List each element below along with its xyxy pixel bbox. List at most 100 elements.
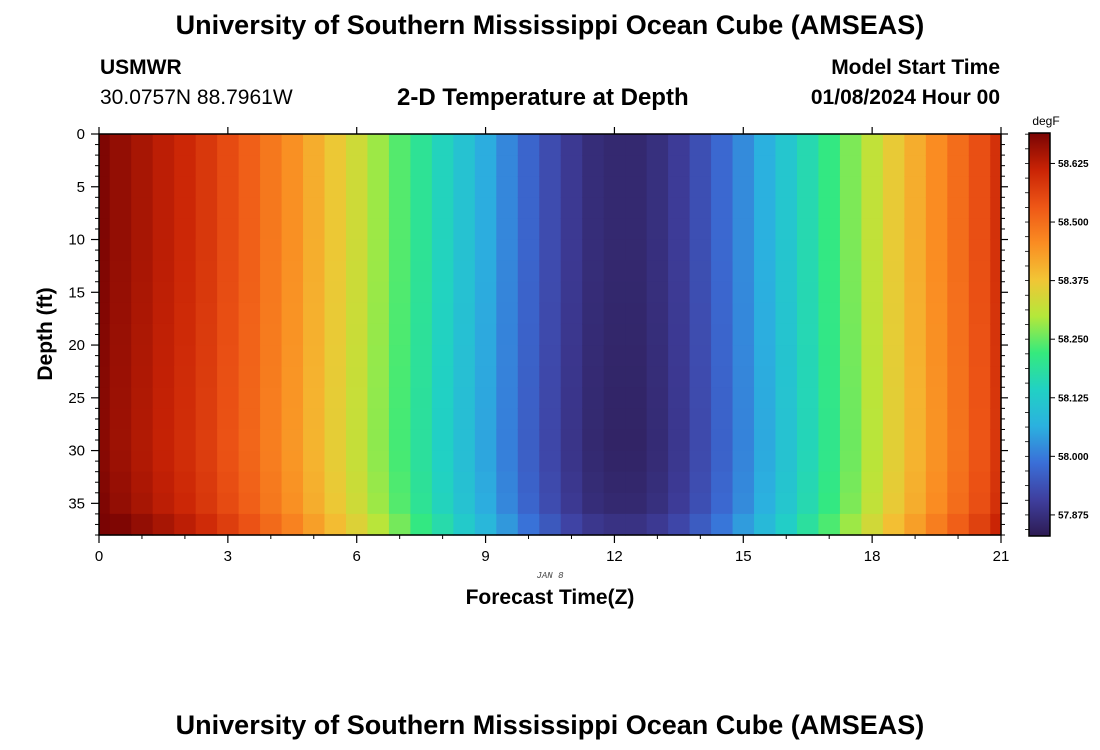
- heatmap-cell: [195, 366, 218, 388]
- heatmap-cell: [99, 281, 111, 304]
- heatmap-cell: [582, 155, 605, 177]
- heatmap-cell: [732, 345, 755, 367]
- heatmap-cell: [603, 239, 626, 262]
- heatmap-cell: [904, 302, 927, 325]
- heatmap-cell: [303, 302, 326, 325]
- heatmap-cell: [367, 366, 390, 388]
- heatmap-cell: [861, 176, 884, 198]
- heatmap-cell: [517, 260, 540, 283]
- heatmap-cell: [217, 345, 240, 367]
- heatmap-cell: [324, 492, 347, 515]
- heatmap-cell: [388, 134, 412, 156]
- heatmap-cell: [281, 176, 304, 198]
- heatmap-cell: [839, 471, 863, 494]
- heatmap-cell: [410, 471, 433, 494]
- heatmap-cell: [560, 197, 583, 220]
- heatmap-cell: [646, 492, 669, 515]
- heatmap-cell: [947, 239, 970, 262]
- heatmap-cell: [324, 134, 347, 156]
- heatmap-cell: [539, 429, 562, 452]
- heatmap-cell: [990, 492, 1002, 515]
- heatmap-cell: [345, 492, 369, 515]
- heatmap-cell: [668, 345, 691, 367]
- heatmap-cell: [603, 260, 626, 283]
- heatmap-cell: [646, 197, 669, 220]
- heatmap-cell: [345, 429, 369, 452]
- heatmap-cell: [539, 450, 562, 473]
- heatmap-cell: [775, 281, 798, 304]
- heatmap-cell: [603, 197, 626, 220]
- colorbar-tick-label: 58.125: [1058, 393, 1089, 404]
- heatmap-cell: [195, 408, 218, 431]
- heatmap-cell: [646, 408, 669, 431]
- heatmap-cell: [109, 155, 132, 177]
- heatmap-cell: [195, 155, 218, 177]
- heatmap-cell: [668, 302, 691, 325]
- heatmap-cell: [109, 429, 132, 452]
- heatmap-cell: [453, 513, 476, 536]
- heatmap-cell: [260, 345, 283, 367]
- heatmap-cell: [131, 134, 154, 156]
- heatmap-cell: [796, 155, 820, 177]
- heatmap-cell: [560, 429, 583, 452]
- heatmap-cell: [517, 197, 540, 220]
- heatmap-cells: [99, 134, 1002, 536]
- chart-title: 2-D Temperature at Depth: [397, 84, 689, 111]
- heatmap-cell: [668, 471, 691, 494]
- heatmap-cell: [539, 323, 562, 346]
- heatmap-cell: [431, 471, 454, 494]
- x-tick-label: 15: [735, 548, 752, 565]
- heatmap-cell: [839, 345, 863, 367]
- colorbar-tick-label: 58.625: [1058, 159, 1089, 170]
- heatmap-cell: [904, 387, 927, 409]
- heatmap-cell: [195, 471, 218, 494]
- heatmap-cell: [796, 239, 820, 262]
- heatmap-cell: [925, 387, 948, 409]
- heatmap-cell: [689, 408, 712, 431]
- heatmap-cell: [625, 387, 648, 409]
- heatmap-cell: [882, 197, 905, 220]
- heatmap-cell: [603, 134, 626, 156]
- heatmap-cell: [904, 492, 927, 515]
- heatmap-cell: [99, 513, 111, 536]
- heatmap-cell: [668, 281, 691, 304]
- heatmap-cell: [474, 197, 497, 220]
- heatmap-cell: [990, 260, 1002, 283]
- heatmap-cell: [625, 176, 648, 198]
- heatmap-cell: [775, 345, 798, 367]
- heatmap-cell: [324, 281, 347, 304]
- heatmap-cell: [517, 323, 540, 346]
- heatmap-cell: [281, 387, 304, 409]
- heatmap-cell: [217, 492, 240, 515]
- heatmap-cell: [925, 366, 948, 388]
- heatmap-cell: [947, 471, 970, 494]
- heatmap-cell: [131, 366, 154, 388]
- heatmap-cell: [474, 155, 497, 177]
- heatmap-cell: [474, 429, 497, 452]
- heatmap-cell: [754, 513, 777, 536]
- heatmap-cell: [324, 323, 347, 346]
- heatmap-cell: [839, 197, 863, 220]
- heatmap-cell: [152, 281, 175, 304]
- heatmap-cell: [238, 387, 261, 409]
- heatmap-cell: [152, 323, 175, 346]
- heatmap-cell: [904, 408, 927, 431]
- heatmap-cell: [474, 218, 497, 241]
- heatmap-cell: [109, 239, 132, 262]
- heatmap-cell: [925, 345, 948, 367]
- heatmap-cell: [345, 345, 369, 367]
- heatmap-cell: [496, 134, 519, 156]
- heatmap-cell: [711, 176, 734, 198]
- heatmap-cell: [582, 323, 605, 346]
- heatmap-cell: [174, 387, 197, 409]
- heatmap-cell: [453, 345, 476, 367]
- heatmap-cell: [689, 471, 712, 494]
- heatmap-cell: [796, 450, 820, 473]
- heatmap-cell: [238, 450, 261, 473]
- heatmap-cell: [968, 218, 991, 241]
- heatmap-cell: [839, 239, 863, 262]
- heatmap-cell: [410, 302, 433, 325]
- heatmap-cell: [238, 239, 261, 262]
- heatmap-cell: [625, 323, 648, 346]
- heatmap-cell: [582, 387, 605, 409]
